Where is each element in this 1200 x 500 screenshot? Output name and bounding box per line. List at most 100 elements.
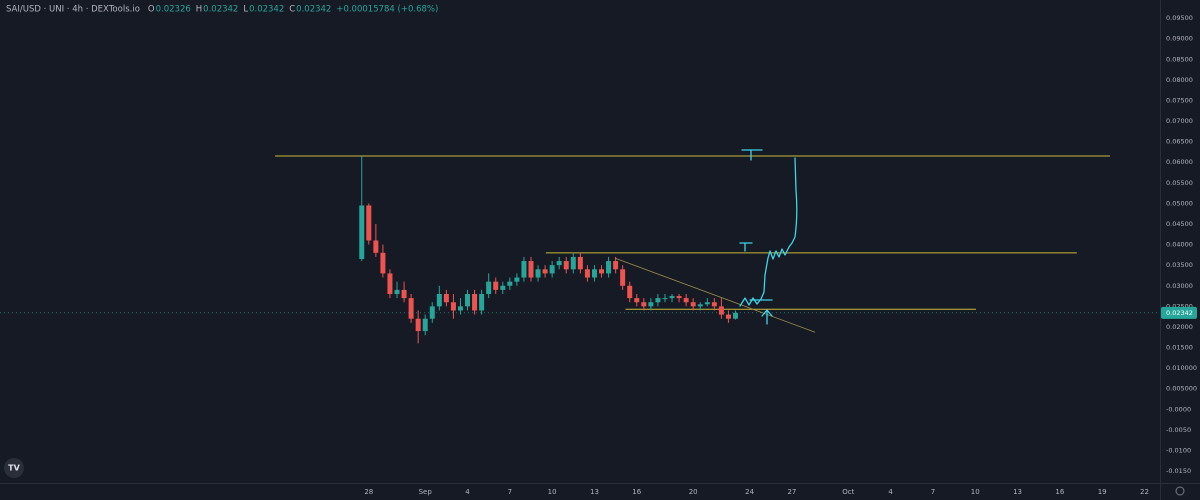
candle-body bbox=[422, 318, 428, 332]
candle-body bbox=[641, 302, 647, 307]
y-tick-label: 0.09000 bbox=[1166, 35, 1193, 43]
y-tick-label: -0.0050 bbox=[1166, 426, 1191, 434]
svg-text:TV: TV bbox=[8, 464, 20, 473]
x-tick-label: 24 bbox=[745, 488, 754, 496]
candle-body bbox=[620, 269, 626, 286]
candle-body bbox=[584, 269, 590, 278]
candle-body bbox=[401, 289, 407, 299]
ohlc-key: C bbox=[289, 5, 295, 15]
candle-body bbox=[500, 285, 506, 290]
candle-body bbox=[415, 318, 421, 332]
x-tick-label: 13 bbox=[1013, 488, 1022, 496]
x-tick-label: 16 bbox=[632, 488, 641, 496]
settings-icon[interactable] bbox=[1175, 486, 1185, 496]
candle-body bbox=[436, 294, 442, 307]
candle-body bbox=[711, 302, 717, 307]
candle-body bbox=[387, 273, 393, 294]
candle-body bbox=[521, 261, 527, 278]
candle-body bbox=[697, 304, 703, 307]
x-tick-label: Sep bbox=[419, 488, 433, 496]
y-tick-label: 0.05000 bbox=[1166, 199, 1193, 207]
ohlc-value: 0.02342 bbox=[203, 5, 238, 15]
ohlc-value: 0.02326 bbox=[156, 5, 191, 15]
candle-body bbox=[528, 261, 534, 278]
candle-body bbox=[570, 256, 576, 270]
candle-body bbox=[373, 240, 379, 253]
candle-body bbox=[380, 252, 386, 274]
candle-body bbox=[429, 306, 435, 319]
candle-body bbox=[394, 289, 400, 294]
y-tick-label: 0.005000 bbox=[1166, 385, 1197, 393]
x-tick-label: 7 bbox=[931, 488, 935, 496]
header: SAI/USD · UNI · 4h · DEXTools.io O 0.0232… bbox=[6, 5, 438, 15]
y-tick-label: 0.08000 bbox=[1166, 76, 1193, 84]
candle-body bbox=[535, 269, 541, 278]
y-tick-label: 0.04500 bbox=[1166, 220, 1193, 228]
ohlc-key: L bbox=[243, 5, 248, 15]
x-tick-label: Oct bbox=[842, 488, 854, 496]
y-tick-label: -0.0000 bbox=[1166, 405, 1191, 413]
candle-body bbox=[606, 261, 612, 274]
y-tick-label: 0.09500 bbox=[1166, 14, 1193, 22]
y-tick-label: 0.07500 bbox=[1166, 96, 1193, 104]
candle-body bbox=[648, 302, 654, 307]
y-tick-label: 0.08500 bbox=[1166, 55, 1193, 63]
y-tick-label: 0.05500 bbox=[1166, 179, 1193, 187]
projection-marks bbox=[739, 149, 773, 325]
candle-body bbox=[457, 306, 463, 311]
x-tick-label: 7 bbox=[508, 488, 512, 496]
candle-body bbox=[627, 285, 633, 299]
y-tick-label: -0.0150 bbox=[1166, 467, 1191, 475]
candle-body bbox=[662, 298, 668, 300]
last-price-tag bbox=[1161, 306, 1197, 319]
candle-body bbox=[479, 294, 485, 311]
candle-body bbox=[725, 314, 731, 319]
candle-body bbox=[514, 277, 520, 282]
y-tick-label: 0.010000 bbox=[1166, 364, 1197, 372]
y-tick-label: 0.03000 bbox=[1166, 282, 1193, 290]
candle-body bbox=[556, 261, 562, 266]
ohlc-value: 0.02342 bbox=[249, 5, 284, 15]
ohlc-key: O bbox=[148, 5, 155, 15]
candle-body bbox=[634, 298, 640, 303]
candle-body bbox=[507, 281, 513, 286]
candle-body bbox=[599, 269, 605, 274]
x-tick-label: 13 bbox=[590, 488, 599, 496]
y-tick-label: 0.04000 bbox=[1166, 241, 1193, 249]
x-tick-label: 10 bbox=[548, 488, 557, 496]
candle-body bbox=[704, 302, 710, 305]
y-tick-label: 0.06000 bbox=[1166, 158, 1193, 166]
symbol: SAI/USD · UNI · 4h · DEXTools.io bbox=[6, 5, 140, 15]
candle-body bbox=[359, 205, 365, 259]
candle-body bbox=[563, 261, 569, 270]
trendline bbox=[614, 257, 816, 333]
x-tick-label: 16 bbox=[1055, 488, 1064, 496]
y-tick-label: -0.0100 bbox=[1166, 446, 1191, 454]
candle-body bbox=[732, 312, 738, 319]
y-tick-label: 0.06500 bbox=[1166, 138, 1193, 146]
ohlc-key: H bbox=[196, 5, 202, 15]
projection-drawing bbox=[739, 149, 798, 325]
x-tick-label: 28 bbox=[364, 488, 373, 496]
tradingview-logo: TV bbox=[4, 458, 24, 478]
x-tick-label: 4 bbox=[465, 488, 470, 496]
projection-path bbox=[739, 157, 798, 307]
candle-body bbox=[472, 294, 478, 311]
candle-body bbox=[718, 306, 724, 315]
y-tick-label: 0.03500 bbox=[1166, 261, 1193, 269]
candle-body bbox=[683, 298, 689, 303]
candle-body bbox=[408, 298, 414, 319]
x-tick-label: 19 bbox=[1098, 488, 1107, 496]
candle-body bbox=[669, 296, 675, 299]
y-tick-label: 0.01500 bbox=[1166, 344, 1193, 352]
y-tick-label: 0.02000 bbox=[1166, 323, 1193, 331]
last-price-label: 0.02342 bbox=[1166, 309, 1193, 317]
candle-body bbox=[366, 205, 372, 241]
candle-body bbox=[591, 269, 597, 278]
candle-body bbox=[450, 302, 456, 311]
candle-body bbox=[613, 261, 619, 270]
candle-body bbox=[655, 298, 661, 303]
